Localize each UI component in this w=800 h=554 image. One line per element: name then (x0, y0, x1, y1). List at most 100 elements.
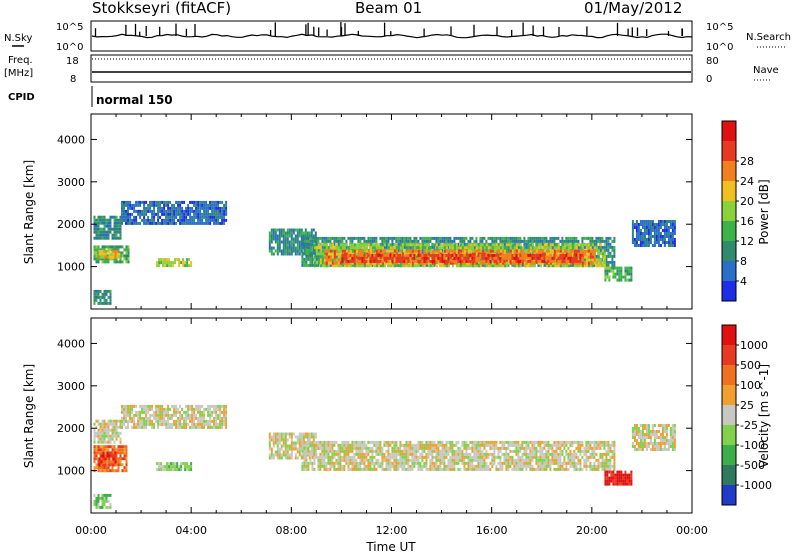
heatmap-cell (93, 224, 96, 228)
heatmap-cell (323, 236, 326, 240)
heatmap-cell (104, 255, 107, 259)
heatmap-cell (305, 260, 308, 264)
heatmap-cell (657, 226, 660, 229)
heatmap-cell (419, 249, 422, 253)
heatmap-cell (379, 243, 382, 247)
heatmap-cell (497, 256, 500, 260)
heatmap-cell (101, 440, 104, 444)
heatmap-cell (665, 235, 668, 238)
heatmap-cell (195, 407, 198, 411)
heatmap-cell (288, 228, 291, 232)
heatmap-cell (105, 425, 108, 429)
heatmap-cell (111, 448, 114, 452)
heatmap-cell (139, 413, 142, 417)
heatmap-cell (433, 252, 436, 256)
colorbar-tick-label: 28 (740, 155, 754, 168)
heatmap-cell (537, 246, 540, 250)
heatmap-cell (571, 252, 574, 256)
heatmap-cell (191, 425, 194, 429)
heatmap-cell (539, 243, 542, 247)
heatmap-cell (517, 236, 520, 240)
heatmap-cell (523, 249, 526, 253)
heatmap-cell (123, 248, 126, 252)
heatmap-cell (604, 266, 607, 270)
heatmap-cell (107, 295, 110, 299)
heatmap-cell (485, 259, 488, 263)
heatmap-cell (608, 266, 611, 270)
heatmap-cell (389, 264, 392, 268)
heatmap-cell (99, 469, 102, 473)
heatmap-cell (391, 253, 394, 257)
heatmap-cell (499, 246, 502, 250)
heatmap-cell (173, 410, 176, 414)
heatmap-cell (555, 246, 558, 250)
heatmap-cell (465, 246, 468, 250)
heatmap-cell (211, 419, 214, 423)
heatmap-cell (207, 212, 210, 216)
heatmap-cell (507, 239, 510, 243)
heatmap-cell (102, 255, 105, 259)
heatmap-cell (479, 243, 482, 247)
heatmap-cell (169, 218, 172, 222)
heatmap-cell (121, 448, 124, 452)
heatmap-cell (157, 203, 160, 207)
heatmap-cell (383, 245, 386, 249)
heatmap-cell (176, 462, 179, 466)
heatmap-cell (651, 235, 654, 238)
heatmap-cell (521, 253, 524, 257)
heatmap-cell (115, 448, 118, 452)
heatmap-cell (415, 264, 418, 268)
heatmap-cell (185, 404, 188, 408)
heatmap-cell (349, 253, 352, 257)
heatmap-cell (103, 292, 106, 296)
heatmap-cell (190, 468, 193, 472)
heatmap-cell (201, 203, 204, 207)
heatmap-cell (549, 239, 552, 243)
heatmap-cell (103, 227, 106, 231)
heatmap-cell (673, 244, 676, 247)
heatmap-cell (573, 246, 576, 250)
heatmap-cell (597, 255, 600, 259)
heatmap-cell (485, 249, 488, 253)
heatmap-cell (339, 261, 342, 265)
heatmap-cell (465, 256, 468, 260)
heatmap-cell (106, 255, 109, 259)
heatmap-cell (457, 259, 460, 263)
heatmap-cell (117, 425, 120, 429)
heatmap-cell (157, 209, 160, 213)
heatmap-cell (125, 251, 128, 255)
heatmap-cell (221, 416, 224, 420)
heatmap-cell (359, 236, 362, 240)
heatmap-cell (186, 261, 189, 265)
heatmap-cell (431, 243, 434, 247)
heatmap-cell (191, 221, 194, 225)
heatmap-cell (507, 256, 510, 260)
heatmap-cell (276, 234, 279, 238)
heatmap-cell (113, 218, 116, 222)
heatmap-cell (612, 266, 615, 270)
heatmap-cell (671, 226, 674, 229)
heatmap-cell (173, 215, 176, 219)
heatmap-cell (671, 229, 674, 232)
heatmap-cell (207, 410, 210, 414)
heatmap-cell (313, 236, 316, 240)
heatmap-cell (545, 261, 548, 265)
heatmap-cell (183, 212, 186, 216)
heatmap-cell (583, 257, 586, 261)
heatmap-cell (181, 221, 184, 225)
heatmap-cell (99, 221, 102, 225)
heatmap-cell (329, 263, 332, 267)
heatmap-cell (447, 259, 450, 263)
heatmap-cell (559, 246, 562, 250)
heatmap-cell (101, 292, 104, 296)
heatmap-cell (487, 256, 490, 260)
heatmap-cell (653, 241, 656, 244)
heatmap-cell (159, 410, 162, 414)
heatmap-cell (99, 218, 102, 222)
heatmap-cell (292, 237, 295, 241)
heatmap-cell (109, 257, 112, 261)
heatmap-cell (409, 236, 412, 240)
heatmap-cell (107, 448, 110, 452)
heatmap-cell (197, 215, 200, 219)
heatmap-cell (195, 404, 198, 408)
